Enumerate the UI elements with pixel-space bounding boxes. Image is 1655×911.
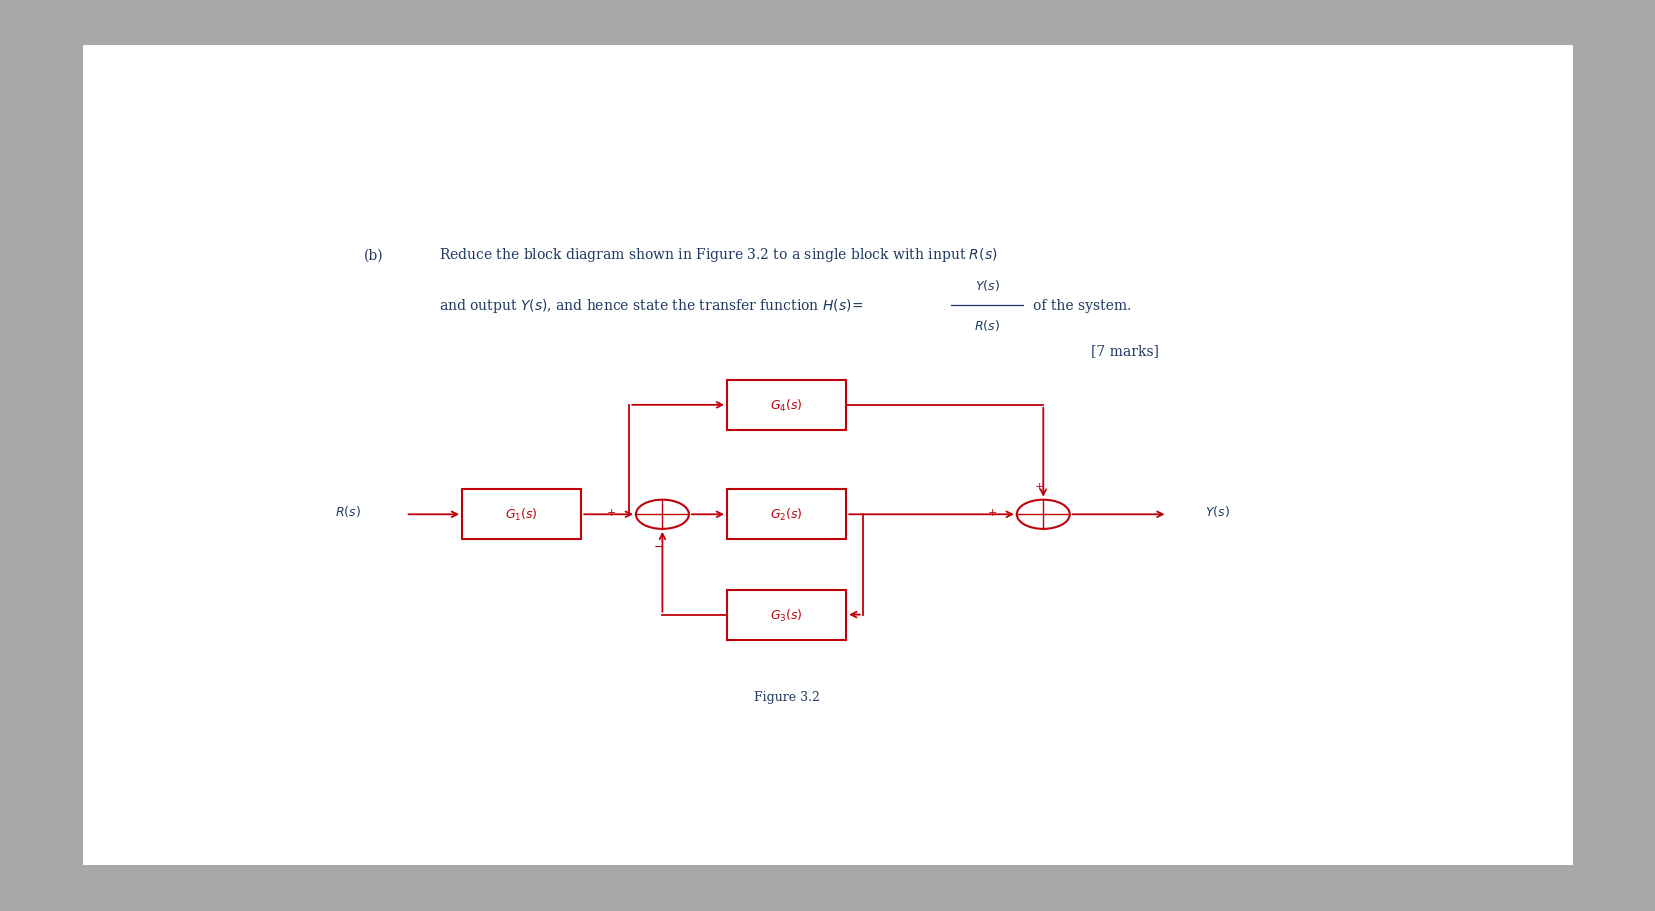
Text: +: + — [986, 508, 996, 517]
Text: $Y(s)$: $Y(s)$ — [1205, 504, 1228, 518]
Text: −: − — [654, 540, 664, 553]
Text: $\mathit{R}(s)$: $\mathit{R}(s)$ — [973, 318, 1000, 333]
Bar — [727, 490, 846, 539]
Text: [7 marks]: [7 marks] — [1091, 343, 1158, 358]
Text: and output $\mathit{Y}(s)$, and hence state the transfer function $\mathit{H}(s): and output $\mathit{Y}(s)$, and hence st… — [439, 296, 862, 314]
Text: +: + — [606, 508, 616, 517]
Text: +: + — [1034, 481, 1044, 491]
Bar — [727, 590, 846, 640]
Text: of the system.: of the system. — [1033, 298, 1130, 312]
Text: $G_4(s)$: $G_4(s)$ — [770, 397, 803, 414]
Text: $G_1(s)$: $G_1(s)$ — [505, 507, 538, 523]
Text: $R(s)$: $R(s)$ — [334, 504, 361, 518]
Text: Reduce the block diagram shown in Figure 3.2 to a single block with input $\math: Reduce the block diagram shown in Figure… — [439, 246, 996, 264]
Circle shape — [636, 500, 688, 529]
Text: $G_2(s)$: $G_2(s)$ — [770, 507, 803, 523]
Text: (b): (b) — [364, 248, 384, 262]
Text: $\mathit{Y}(s)$: $\mathit{Y}(s)$ — [975, 278, 998, 292]
Bar — [462, 490, 581, 539]
Bar — [727, 381, 846, 431]
Text: Figure 3.2: Figure 3.2 — [753, 691, 819, 703]
Circle shape — [1016, 500, 1069, 529]
Text: $G_3(s)$: $G_3(s)$ — [770, 607, 803, 623]
